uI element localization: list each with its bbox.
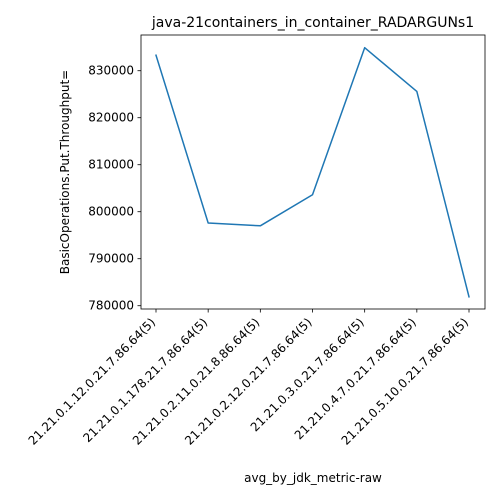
x-axis: 21.21.0.1.12.0.21.7.86.64(5)21.21.0.1.17… (26, 309, 471, 448)
y-axis-label: BasicOperations.Put.Throughput= (58, 70, 72, 274)
plot-area (140, 34, 486, 310)
y-tick-label: 810000 (88, 158, 134, 172)
chart-title: java-21containers_in_container_RADARGUNs… (151, 15, 474, 31)
axes-frame (140, 34, 486, 310)
series-line (155, 46, 470, 298)
x-axis-label: avg_by_jdk_metric-raw (244, 471, 382, 485)
y-tick-label: 800000 (88, 205, 134, 219)
y-tick-label: 780000 (88, 299, 134, 313)
y-tick-label: 820000 (88, 111, 134, 125)
y-axis: 780000 790000 800000 810000 820000 830000 (88, 64, 141, 313)
y-tick-label: 790000 (88, 252, 134, 266)
y-tick-label: 830000 (88, 64, 134, 78)
